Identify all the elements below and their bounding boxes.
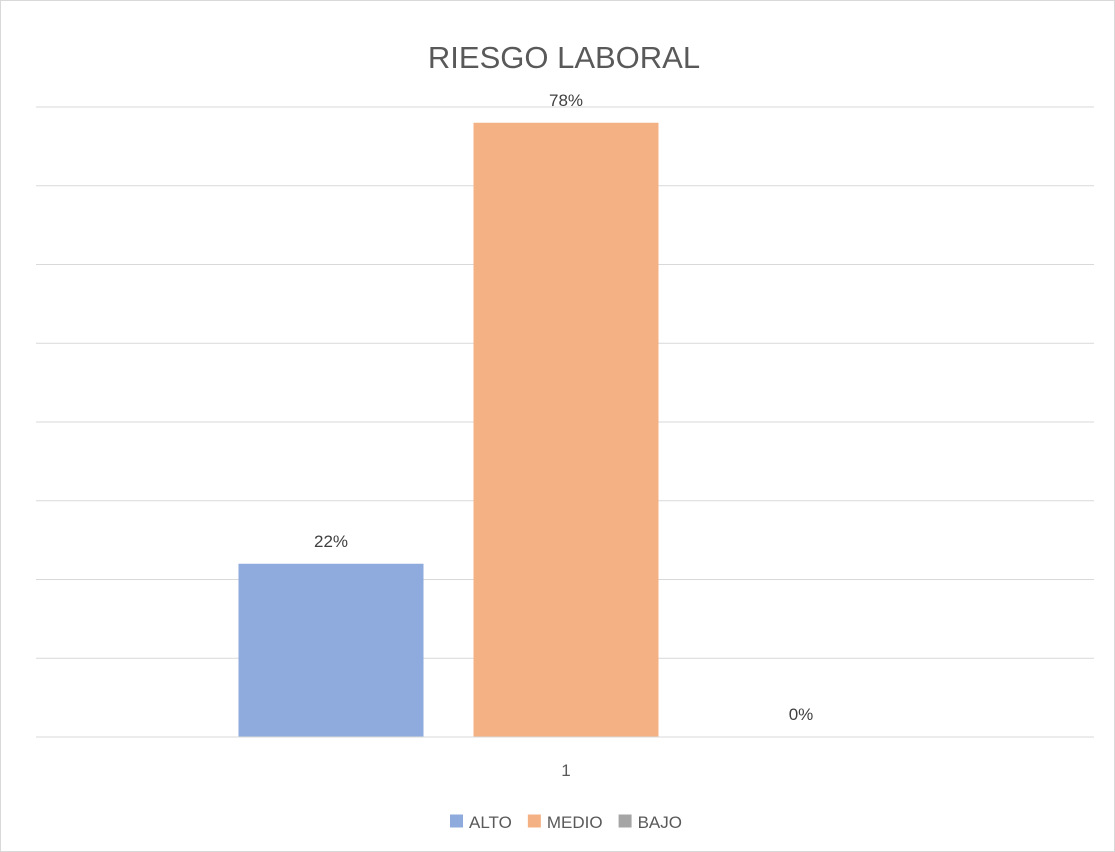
legend-label-alto: ALTO	[469, 813, 512, 832]
legend-label-bajo: BAJO	[638, 813, 682, 832]
bar-medio	[473, 122, 659, 737]
legend-swatch-alto	[450, 814, 464, 828]
legend-swatch-medio	[527, 814, 541, 828]
data-label-alto: 22%	[314, 532, 348, 551]
bar-alto	[238, 563, 424, 737]
legend: ALTO MEDIO BAJO	[450, 813, 682, 832]
data-label-medio: 78%	[549, 91, 583, 110]
legend-label-medio: MEDIO	[547, 813, 603, 832]
x-tick-label: 1	[561, 761, 570, 780]
legend-swatch-bajo	[618, 814, 632, 828]
x-axis-ticks: 1	[561, 761, 570, 780]
chart-title: RIESGO LABORAL	[428, 40, 700, 75]
data-label-bajo: 0%	[789, 705, 814, 724]
data-labels: 22% 78% 0%	[314, 91, 813, 724]
bars	[238, 122, 659, 737]
